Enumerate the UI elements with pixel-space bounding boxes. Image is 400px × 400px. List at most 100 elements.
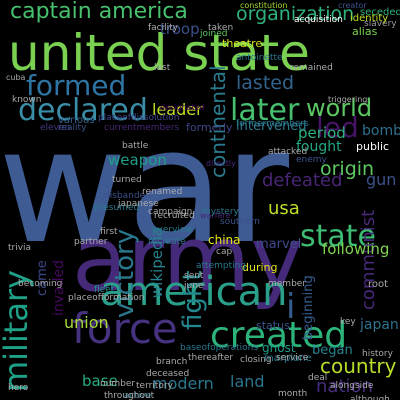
word: root <box>368 279 389 290</box>
word: land <box>230 372 265 391</box>
word: known <box>12 95 42 105</box>
word: nation <box>316 376 373 397</box>
word: designated <box>160 103 205 112</box>
word: closing <box>240 355 272 365</box>
word: defeated <box>262 170 343 191</box>
word: southern <box>220 217 260 227</box>
word: period <box>298 124 346 142</box>
word: history <box>362 349 393 359</box>
word: attacked <box>268 147 308 157</box>
word: directly <box>206 159 236 168</box>
word: later <box>230 93 300 128</box>
word: gun <box>366 170 397 189</box>
word: china <box>208 233 241 247</box>
word: public <box>356 140 390 153</box>
word: warfare <box>200 211 231 220</box>
word: leader <box>152 100 203 119</box>
word: japanese <box>118 199 159 209</box>
word: country <box>320 354 397 378</box>
word: army <box>72 207 304 312</box>
word: overview <box>152 225 193 235</box>
word: usa <box>268 198 300 219</box>
word: ghost <box>262 341 296 355</box>
word: territory <box>136 381 173 391</box>
word: baseofoperations <box>180 343 259 353</box>
word: acquisition <box>294 15 343 25</box>
word: began <box>312 343 353 358</box>
word: bomb <box>362 123 400 139</box>
word: antoinette <box>236 53 283 63</box>
word: branch <box>156 357 188 367</box>
word: i <box>286 287 296 327</box>
word: war <box>0 95 290 279</box>
word: thereafter <box>188 353 234 363</box>
word: triggering <box>328 95 368 104</box>
word: american <box>100 269 288 315</box>
word: battle <box>122 141 149 151</box>
word: renamed <box>142 187 183 197</box>
word: modern <box>152 374 214 393</box>
word: formermembers <box>236 119 309 129</box>
word: campaign <box>148 207 193 217</box>
word: declared <box>18 93 148 128</box>
word: hero <box>8 383 29 393</box>
word: throughout <box>104 391 155 400</box>
word: troop <box>160 20 200 38</box>
word: theatre <box>222 37 263 50</box>
word: formerly <box>186 121 233 134</box>
word: captain america <box>10 0 188 24</box>
word: deceased <box>146 369 190 379</box>
word: fought <box>296 139 342 155</box>
word: origin <box>320 158 375 180</box>
word: cap <box>216 247 233 257</box>
word: base <box>82 372 118 390</box>
word: placeofdissolution <box>98 113 180 123</box>
word: last <box>154 63 171 73</box>
word: recreate <box>148 237 186 247</box>
word: formed <box>26 69 127 102</box>
word: organization <box>236 3 355 25</box>
word: month <box>278 389 308 399</box>
word: active <box>124 391 152 400</box>
word: presumed <box>94 203 140 213</box>
word: various <box>58 115 95 126</box>
word: victory <box>110 228 140 318</box>
word: union <box>64 313 109 332</box>
word: disbanded <box>104 191 151 201</box>
word: force <box>72 304 178 353</box>
word: alongside <box>330 381 374 391</box>
word: constitution <box>240 1 288 10</box>
word: cuba <box>6 73 26 82</box>
word: becoming <box>18 279 63 289</box>
word: marplane <box>264 353 312 364</box>
word: sent <box>184 271 204 281</box>
word: recruited <box>154 211 195 221</box>
word: communist <box>358 209 379 310</box>
word: service <box>276 353 309 363</box>
word: alias <box>352 25 378 38</box>
word: although <box>350 395 390 400</box>
word: led <box>316 111 359 144</box>
word: united state <box>8 24 310 82</box>
word: fleet <box>94 285 115 295</box>
word: following <box>322 240 390 258</box>
word: during <box>242 261 278 274</box>
word: attempting <box>196 261 247 271</box>
word: member <box>268 279 307 289</box>
word: seceded <box>360 7 400 18</box>
word: created <box>210 315 348 356</box>
word: partner <box>74 237 108 247</box>
word: eleven <box>40 123 71 133</box>
word: creator <box>338 1 367 10</box>
word: placeofformation <box>68 293 145 303</box>
word: slavery <box>364 19 397 29</box>
word: turned <box>112 175 142 185</box>
word: world <box>306 94 373 122</box>
word: key <box>340 317 356 327</box>
word: deal <box>308 373 328 383</box>
word: weapon <box>108 151 167 169</box>
word: reality <box>58 123 87 133</box>
word: remained <box>290 63 333 73</box>
word: japan <box>360 317 399 333</box>
